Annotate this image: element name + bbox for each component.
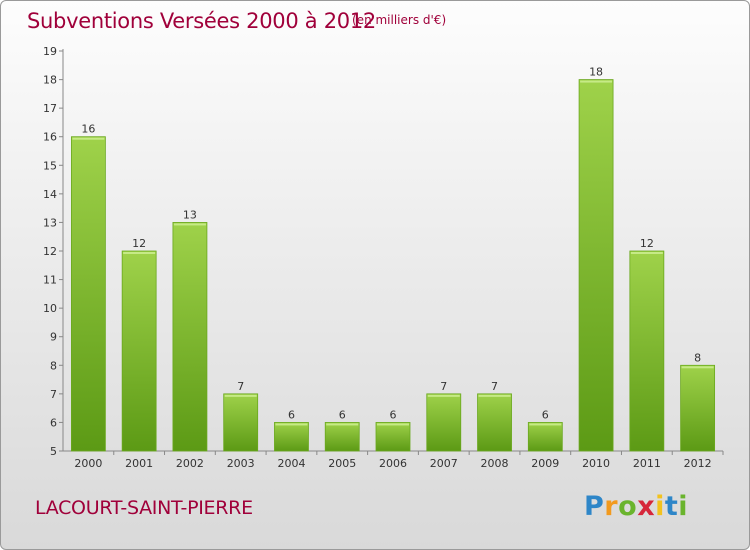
logo-letter: i xyxy=(678,491,689,522)
x-tick-label: 2002 xyxy=(176,457,204,470)
data-label: 16 xyxy=(81,123,95,136)
y-tick-label: 5 xyxy=(50,445,57,458)
x-tick-label: 2011 xyxy=(633,457,661,470)
y-tick-label: 13 xyxy=(43,216,57,229)
bar-highlight xyxy=(123,252,156,254)
y-tick-label: 10 xyxy=(43,302,57,315)
bar-highlight xyxy=(427,394,460,397)
bar-highlight xyxy=(326,423,359,426)
x-tick-label: 2005 xyxy=(328,457,356,470)
bar-highlight xyxy=(630,252,663,254)
proxiti-logo[interactable]: Proxiti xyxy=(584,491,688,522)
data-label: 12 xyxy=(132,237,146,250)
bar-2000 xyxy=(70,136,106,452)
y-tick-label: 19 xyxy=(43,45,57,58)
bar-highlight xyxy=(681,366,714,369)
chart-title: Subventions Versées 2000 à 2012 xyxy=(27,9,376,33)
data-label: 6 xyxy=(390,408,397,421)
bar-2009 xyxy=(527,422,563,452)
x-tick-label: 2008 xyxy=(481,457,509,470)
data-label: 8 xyxy=(694,351,701,364)
bar-highlight xyxy=(377,423,409,426)
x-tick-label: 2004 xyxy=(277,457,305,470)
data-label: 6 xyxy=(542,408,549,421)
bar-2002 xyxy=(172,222,208,452)
bar-2010 xyxy=(578,79,614,452)
bar-highlight xyxy=(173,223,206,226)
y-tick-label: 7 xyxy=(50,388,57,401)
y-tick-label: 11 xyxy=(43,274,57,287)
data-label: 6 xyxy=(288,408,295,421)
bar-2007 xyxy=(426,393,462,452)
bar-2011 xyxy=(629,250,665,452)
y-tick-label: 17 xyxy=(43,102,57,115)
data-label: 7 xyxy=(440,380,447,393)
logo-letter: t xyxy=(664,491,679,522)
data-label: 18 xyxy=(589,66,603,79)
data-label: 12 xyxy=(640,237,654,250)
bar-2003 xyxy=(223,393,259,452)
logo-letter: x xyxy=(637,491,656,522)
data-label: 7 xyxy=(491,380,498,393)
logo-letter: P xyxy=(584,491,605,522)
bar-highlight xyxy=(275,423,308,426)
logo-letter: o xyxy=(618,491,638,522)
logo-letter: i xyxy=(655,491,665,522)
bar-highlight xyxy=(72,137,105,140)
x-tick-label: 2007 xyxy=(430,457,458,470)
x-tick-label: 2003 xyxy=(227,457,255,470)
logo-letter: r xyxy=(604,491,619,522)
bar-highlight xyxy=(224,394,257,397)
y-tick-label: 9 xyxy=(50,331,57,344)
y-tick-label: 15 xyxy=(43,159,57,172)
bar-2005 xyxy=(324,422,360,452)
x-tick-label: 2010 xyxy=(582,457,610,470)
data-label: 7 xyxy=(237,380,244,393)
bar-2006 xyxy=(375,422,411,452)
x-tick-label: 2000 xyxy=(74,457,102,470)
x-tick-label: 2012 xyxy=(684,457,712,470)
y-tick-label: 14 xyxy=(43,188,57,201)
data-label: 6 xyxy=(339,408,346,421)
y-tick-label: 12 xyxy=(43,245,57,258)
x-tick-label: 2009 xyxy=(531,457,559,470)
y-tick-label: 6 xyxy=(50,416,57,429)
y-tick-label: 18 xyxy=(43,74,57,87)
commune-name: LACOURT-SAINT-PIERRE xyxy=(35,497,253,519)
bar-highlight xyxy=(529,423,562,426)
x-tick-label: 2006 xyxy=(379,457,407,470)
chart-subtitle: (en milliers d'€) xyxy=(352,13,447,27)
bar-2004 xyxy=(274,422,309,452)
bar-highlight xyxy=(580,80,613,83)
bar-highlight xyxy=(478,394,511,397)
y-tick-label: 16 xyxy=(43,131,57,144)
bar-2001 xyxy=(121,250,157,452)
y-tick-label: 8 xyxy=(50,359,57,372)
data-label: 13 xyxy=(183,208,197,221)
bar-2008 xyxy=(477,393,512,452)
bar-2012 xyxy=(680,364,716,452)
x-tick-label: 2001 xyxy=(125,457,153,470)
